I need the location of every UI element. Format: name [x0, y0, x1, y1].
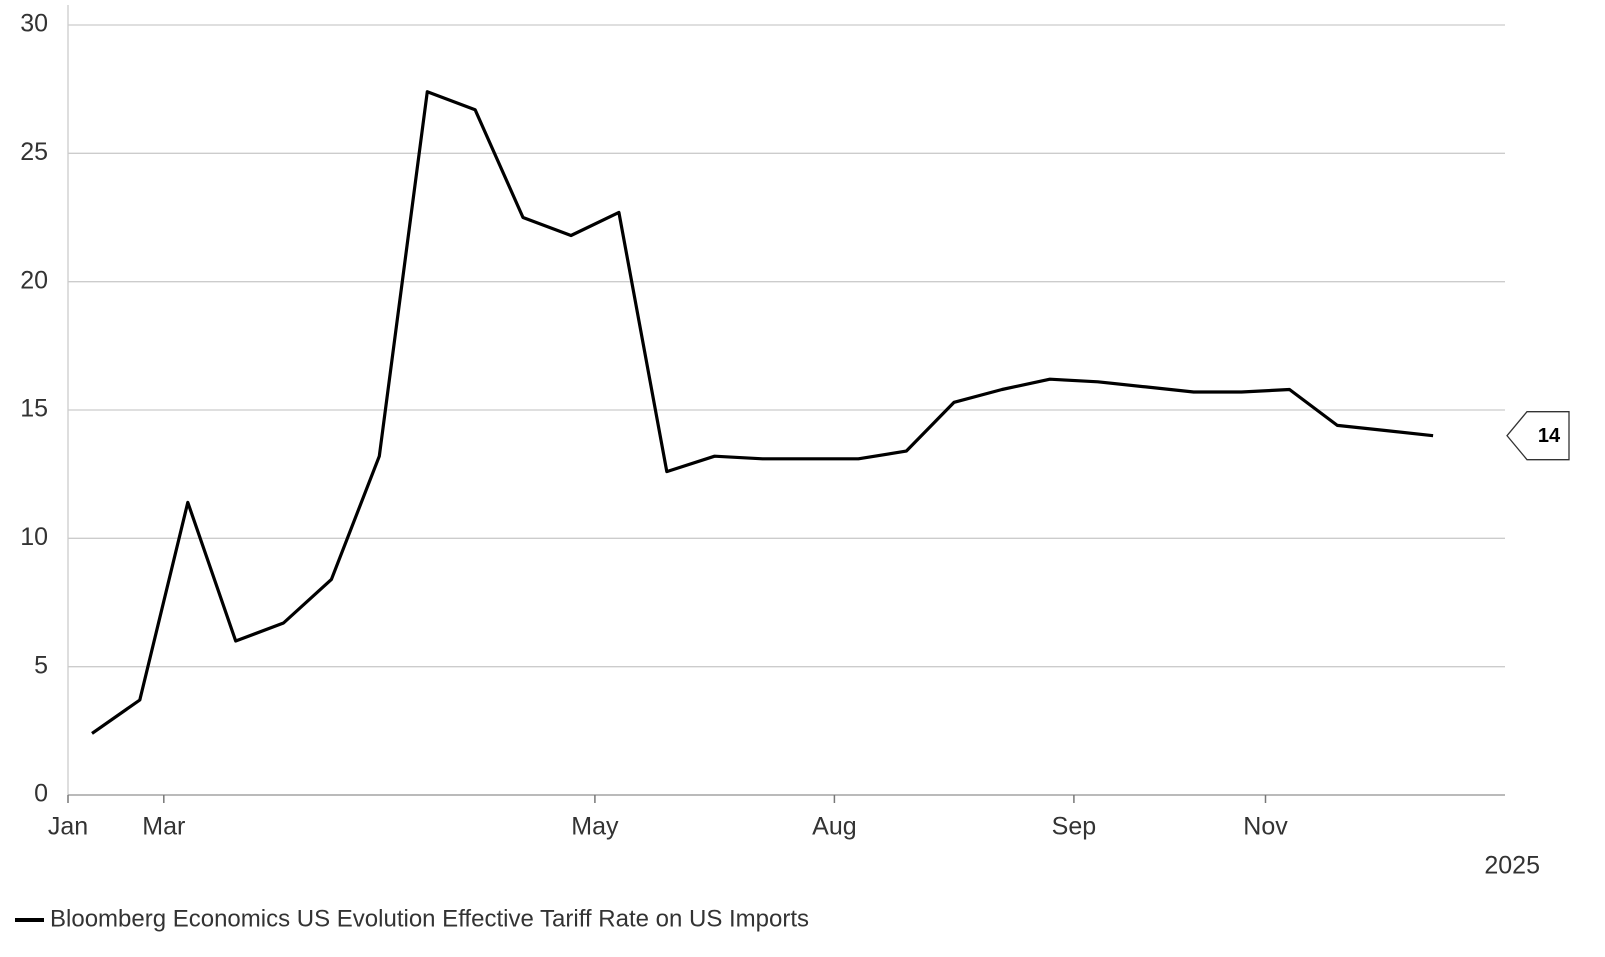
y-tick-label: 0	[34, 780, 48, 808]
x-axis-label: 2025	[1484, 852, 1540, 880]
value-label: 14	[1538, 425, 1561, 447]
y-tick-label: 10	[20, 523, 48, 551]
y-tick-label: 15	[20, 395, 48, 423]
x-tick-label: Jan	[48, 813, 88, 841]
x-tick-label: Sep	[1052, 813, 1096, 841]
x-tick-label: Mar	[142, 813, 185, 841]
x-tick-label: Nov	[1243, 813, 1288, 841]
y-tick-label: 5	[34, 651, 48, 679]
y-tick-label: 20	[20, 266, 48, 294]
legend-label: Bloomberg Economics US Evolution Effecti…	[50, 905, 809, 932]
value-callout	[1506, 411, 1570, 461]
line	[91, 90, 1434, 735]
x-tick-label: Aug	[812, 813, 856, 841]
y-tick-label: 30	[20, 10, 48, 38]
y-tick-label: 25	[20, 138, 48, 166]
x-tick-label: May	[571, 813, 619, 841]
